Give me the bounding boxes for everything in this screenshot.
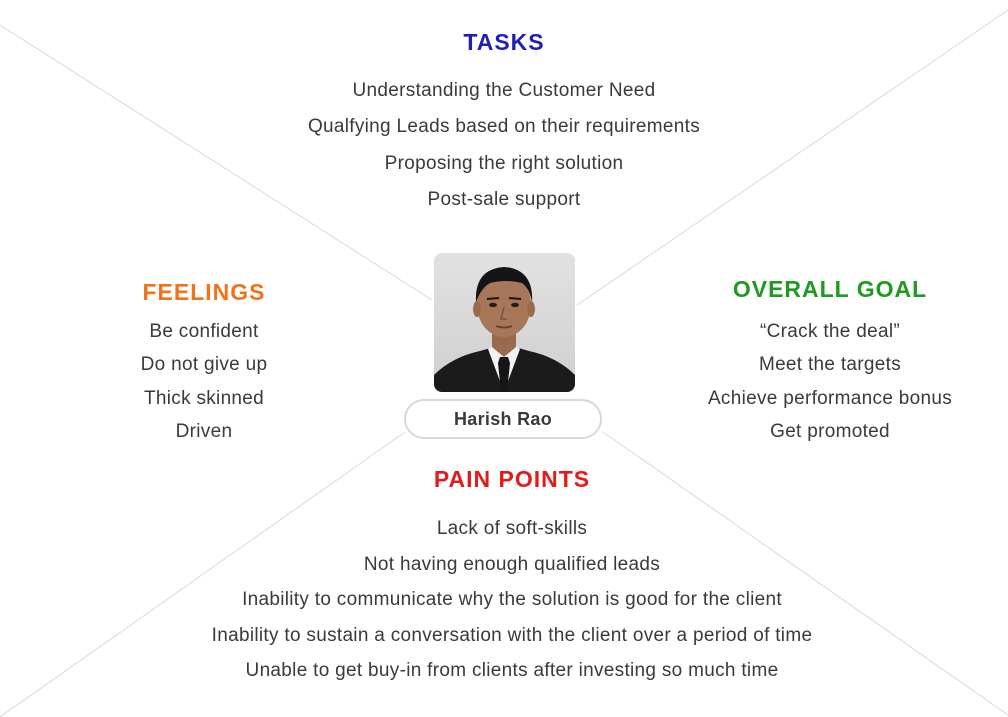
pain-points-item: Inability to communicate why the solutio… [242, 589, 782, 610]
tasks-item: Understanding the Customer Need [352, 80, 656, 101]
persona-portrait-image [434, 253, 575, 392]
tasks-item: Qualfying Leads based on their requireme… [307, 116, 701, 138]
divider-line-bottom-right [602, 431, 1008, 716]
divider-line-top-right [576, 9, 1008, 306]
tasks-list: Understanding the Customer Need Qualfyin… [204, 73, 804, 218]
feelings-list: Be confident Do not give up Thick skinne… [84, 315, 324, 448]
tasks-section: TASKS Understanding the Customer Need Qu… [204, 27, 804, 218]
overall-goal-item: Get promoted [770, 420, 890, 442]
overall-goal-item: Meet the targets [758, 354, 902, 376]
pain-points-item: Not having enough qualified leads [363, 553, 661, 575]
feelings-item: Be confident [149, 321, 259, 342]
overall-goal-item: Achieve performance bonus [707, 387, 953, 409]
overall-goal-section: OVERALL GOAL “Crack the deal” Meet the t… [680, 274, 980, 448]
persona-avatar [434, 253, 575, 392]
tasks-title: TASKS [463, 29, 545, 55]
overall-goal-item: “Crack the deal” [760, 321, 900, 342]
pain-points-item: Inability to sustain a conversation with… [211, 624, 813, 646]
divider-line-bottom-left [0, 431, 406, 717]
pain-points-section: PAIN POINTS Lack of soft-skills Not havi… [162, 464, 862, 689]
tasks-item: Post-sale support [427, 188, 581, 210]
pain-points-list: Lack of soft-skills Not having enough qu… [162, 511, 862, 689]
overall-goal-title: OVERALL GOAL [732, 276, 928, 302]
persona-name: Harish Rao [404, 399, 602, 439]
divider-line-top-left [0, 24, 433, 301]
feelings-section: FEELINGS Be confident Do not give up Thi… [84, 277, 324, 448]
feelings-item: Thick skinned [143, 387, 265, 409]
feelings-item: Driven [175, 420, 233, 442]
tasks-item: Proposing the right solution [384, 152, 624, 174]
pain-points-title: PAIN POINTS [433, 466, 591, 492]
overall-goal-list: “Crack the deal” Meet the targets Achiev… [680, 315, 980, 448]
feelings-item: Do not give up [140, 354, 268, 376]
pain-points-item: Lack of soft-skills [436, 518, 588, 539]
feelings-title: FEELINGS [142, 279, 266, 305]
pain-points-item: Unable to get buy-in from clients after … [245, 660, 779, 681]
